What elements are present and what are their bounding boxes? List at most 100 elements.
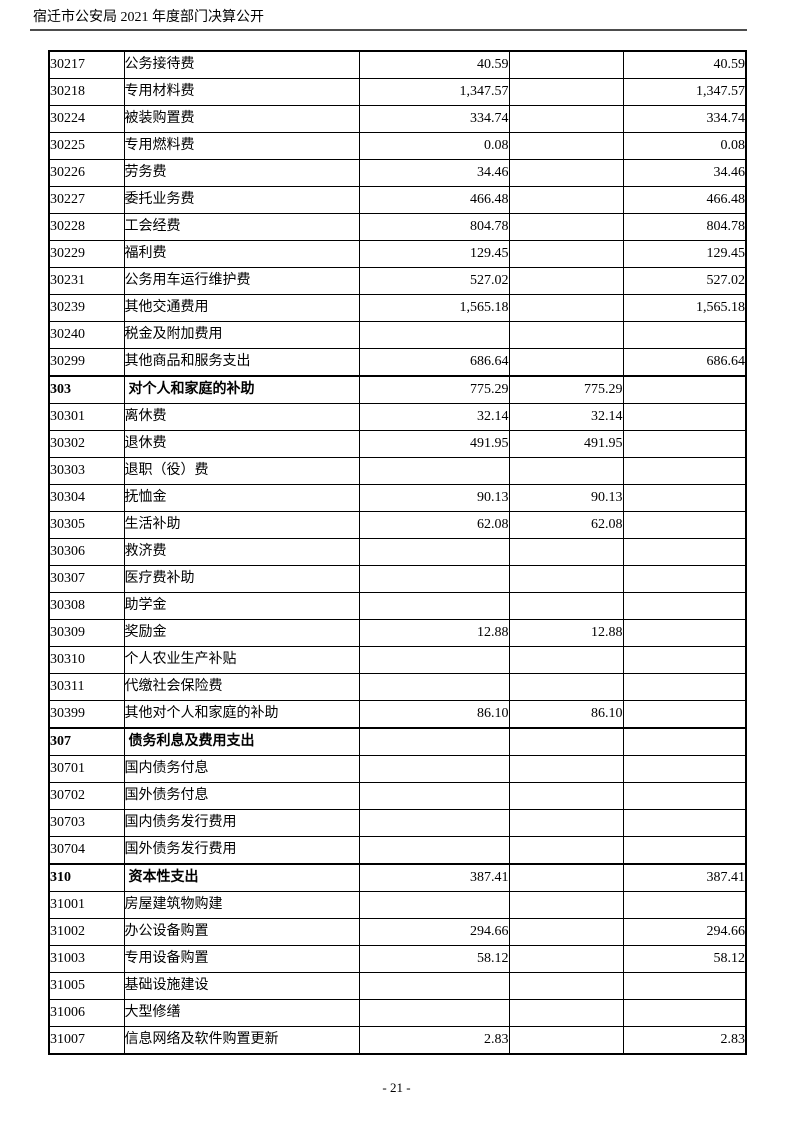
- table-row: 30225 专用燃料费 0.08 0.08: [48, 132, 747, 160]
- item-name-cell: 专用燃料费: [123, 132, 360, 160]
- amount-total-cell: [358, 809, 510, 837]
- amount-total-cell: [358, 999, 510, 1027]
- amount-col4-cell: [508, 240, 624, 268]
- amount-col5-cell: 804.78: [622, 213, 747, 241]
- amount-col4-cell: [508, 673, 624, 701]
- amount-total-cell: 775.29: [358, 375, 510, 404]
- item-name-cell: 奖励金: [123, 619, 360, 647]
- item-name-cell: 代缴社会保险费: [123, 673, 360, 701]
- amount-total-cell: [358, 321, 510, 349]
- budget-code-cell: 30299: [48, 348, 125, 377]
- item-name-cell: 资本性支出: [123, 863, 360, 892]
- amount-total-cell: 1,565.18: [358, 294, 510, 322]
- budget-code-cell: 30228: [48, 213, 125, 241]
- table-row: 30228 工会经费 804.78 804.78: [48, 213, 747, 241]
- item-name-cell: 国外债务发行费用: [123, 836, 360, 865]
- table-row: 30240 税金及附加费用: [48, 321, 747, 349]
- item-name-cell: 国外债务付息: [123, 782, 360, 810]
- amount-col4-cell: [508, 294, 624, 322]
- amount-col4-cell: 62.08: [508, 511, 624, 539]
- item-name-cell: 离休费: [123, 403, 360, 431]
- amount-col5-cell: 466.48: [622, 186, 747, 214]
- amount-total-cell: [358, 782, 510, 810]
- amount-col5-cell: [622, 375, 747, 404]
- item-name-cell: 工会经费: [123, 213, 360, 241]
- budget-code-cell: 30304: [48, 484, 125, 512]
- budget-code-cell: 30309: [48, 619, 125, 647]
- table-row: 31006 大型修缮: [48, 999, 747, 1027]
- amount-col4-cell: [508, 646, 624, 674]
- amount-col5-cell: 686.64: [622, 348, 747, 377]
- amount-col4-cell: 491.95: [508, 430, 624, 458]
- amount-col5-cell: [622, 321, 747, 349]
- amount-col4-cell: [508, 159, 624, 187]
- table-row: 31001 房屋建筑物购建: [48, 891, 747, 919]
- amount-total-cell: 387.41: [358, 863, 510, 892]
- amount-total-cell: 334.74: [358, 105, 510, 133]
- amount-col4-cell: [508, 755, 624, 783]
- item-name-cell: 债务利息及费用支出: [123, 727, 360, 756]
- amount-col5-cell: 1,347.57: [622, 78, 747, 106]
- amount-col4-cell: [508, 592, 624, 620]
- amount-total-cell: 466.48: [358, 186, 510, 214]
- table-row: 30224 被装购置费 334.74 334.74: [48, 105, 747, 133]
- item-name-cell: 公务接待费: [123, 50, 360, 79]
- amount-total-cell: 62.08: [358, 511, 510, 539]
- amount-col4-cell: [508, 836, 624, 865]
- amount-col5-cell: [622, 403, 747, 431]
- amount-total-cell: 34.46: [358, 159, 510, 187]
- table-row: 30218 专用材料费 1,347.57 1,347.57: [48, 78, 747, 106]
- amount-col4-cell: [508, 321, 624, 349]
- amount-col4-cell: [508, 267, 624, 295]
- amount-col5-cell: [622, 511, 747, 539]
- amount-col5-cell: 129.45: [622, 240, 747, 268]
- amount-total-cell: 40.59: [358, 50, 510, 79]
- item-name-cell: 救济费: [123, 538, 360, 566]
- amount-total-cell: 491.95: [358, 430, 510, 458]
- amount-col5-cell: [622, 972, 747, 1000]
- table-row: 30299 其他商品和服务支出 686.64 686.64: [48, 348, 747, 377]
- table-row: 31002 办公设备购置 294.66 294.66: [48, 918, 747, 946]
- amount-col5-cell: [622, 592, 747, 620]
- item-name-cell: 专用设备购置: [123, 945, 360, 973]
- amount-total-cell: 129.45: [358, 240, 510, 268]
- amount-col5-cell: 334.74: [622, 105, 747, 133]
- budget-code-cell: 30305: [48, 511, 125, 539]
- table-row: 30399 其他对个人和家庭的补助 86.10 86.10: [48, 700, 747, 729]
- amount-col4-cell: [508, 348, 624, 377]
- table-row: 31007 信息网络及软件购置更新 2.83 2.83: [48, 1026, 747, 1055]
- budget-code-cell: 30226: [48, 159, 125, 187]
- budget-code-cell: 30224: [48, 105, 125, 133]
- table-row: 303 对个人和家庭的补助 775.29 775.29: [48, 375, 747, 404]
- item-name-cell: 税金及附加费用: [123, 321, 360, 349]
- amount-total-cell: 804.78: [358, 213, 510, 241]
- header-rule: [30, 29, 747, 31]
- item-name-cell: 退职（役）费: [123, 457, 360, 485]
- budget-code-cell: 30399: [48, 700, 125, 729]
- table-row: 31005 基础设施建设: [48, 972, 747, 1000]
- item-name-cell: 信息网络及软件购置更新: [123, 1026, 360, 1055]
- budget-code-cell: 31007: [48, 1026, 125, 1055]
- item-name-cell: 福利费: [123, 240, 360, 268]
- item-name-cell: 公务用车运行维护费: [123, 267, 360, 295]
- table-row: 31003 专用设备购置 58.12 58.12: [48, 945, 747, 973]
- budget-code-cell: 30303: [48, 457, 125, 485]
- item-name-cell: 专用材料费: [123, 78, 360, 106]
- amount-col4-cell: [508, 863, 624, 892]
- amount-col5-cell: 294.66: [622, 918, 747, 946]
- amount-col4-cell: [508, 132, 624, 160]
- table-row: 30310 个人农业生产补贴: [48, 646, 747, 674]
- budget-code-cell: 30301: [48, 403, 125, 431]
- amount-col4-cell: [508, 999, 624, 1027]
- item-name-cell: 被装购置费: [123, 105, 360, 133]
- amount-col4-cell: 775.29: [508, 375, 624, 404]
- table-row: 30308 助学金: [48, 592, 747, 620]
- item-name-cell: 医疗费补助: [123, 565, 360, 593]
- amount-col5-cell: [622, 727, 747, 756]
- budget-code-cell: 303: [48, 375, 125, 404]
- table-row: 30307 医疗费补助: [48, 565, 747, 593]
- amount-col4-cell: [508, 213, 624, 241]
- amount-total-cell: 90.13: [358, 484, 510, 512]
- budget-code-cell: 30306: [48, 538, 125, 566]
- amount-col5-cell: [622, 457, 747, 485]
